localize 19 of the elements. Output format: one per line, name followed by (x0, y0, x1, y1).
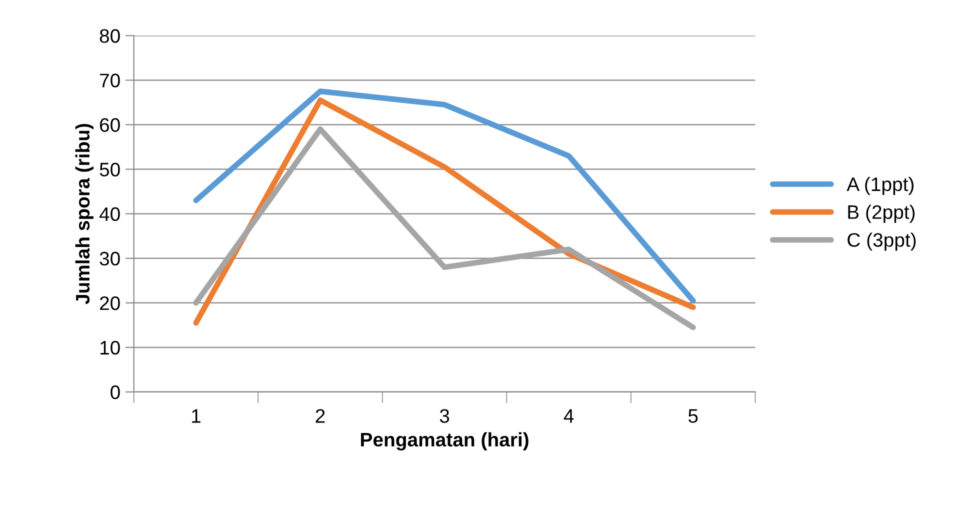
y-tick-label: 60 (100, 118, 120, 132)
x-axis-title: Pengamatan (hari) (361, 432, 528, 450)
legend-label: A (1ppt) (846, 176, 914, 195)
x-tick-label: 3 (440, 409, 450, 423)
x-tick-label: 4 (564, 409, 574, 423)
y-tick-label: 30 (100, 252, 120, 266)
x-tick-label: 5 (688, 409, 698, 423)
legend-label: B (2ppt) (848, 204, 915, 223)
y-tick-label: 70 (100, 74, 120, 88)
y-tick-label: 40 (99, 207, 120, 222)
y-tick-label: 10 (100, 340, 120, 355)
y-tick-label: 0 (110, 385, 120, 400)
x-tick-label: 1 (192, 409, 200, 423)
y-tick-label: 20 (100, 296, 120, 310)
y-tick-label: 50 (100, 162, 120, 176)
legend-label: C (3ppt) (848, 232, 916, 251)
y-axis-title: Jumlah spora (ribu) (75, 124, 94, 304)
x-tick-label: 2 (316, 409, 325, 423)
y-tick-label: 80 (100, 29, 120, 43)
